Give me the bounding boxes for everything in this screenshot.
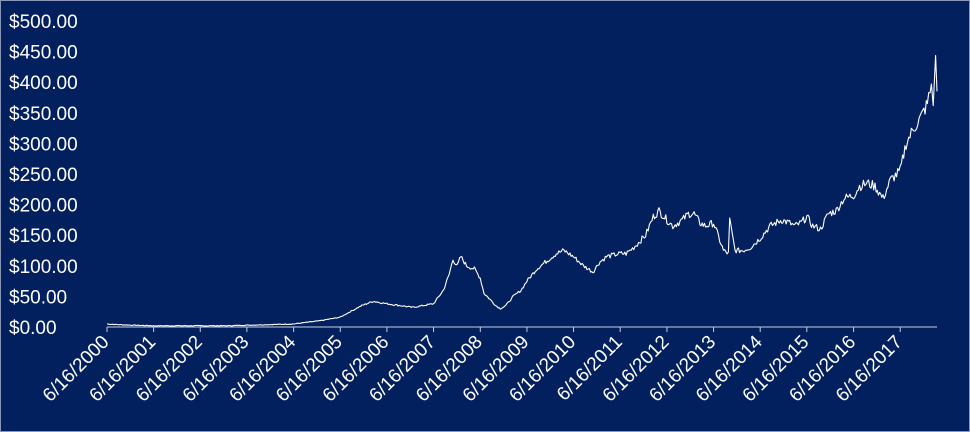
price-series-line [106, 55, 938, 327]
y-tick-label: $300.00 [9, 134, 78, 155]
y-tick-label: $400.00 [9, 73, 78, 94]
y-axis-labels: $0.00 $50.00 $100.00 $150.00 $200.00 $250.00 $… [9, 12, 78, 339]
y-tick-label: $450.00 [9, 43, 78, 64]
y-tick-label: $0.00 [9, 318, 57, 339]
y-tick-label: $200.00 [9, 196, 78, 217]
x-axis: 6/16/20006/16/20016/16/20026/16/20036/16… [39, 326, 937, 406]
y-tick-label: $250.00 [9, 165, 78, 186]
plot-area [106, 55, 938, 327]
y-tick-label: $100.00 [9, 257, 78, 278]
y-tick-label: $50.00 [9, 287, 67, 308]
y-tick-label: $500.00 [9, 12, 78, 33]
y-tick-label: $150.00 [9, 226, 78, 247]
y-tick-label: $350.00 [9, 104, 78, 125]
